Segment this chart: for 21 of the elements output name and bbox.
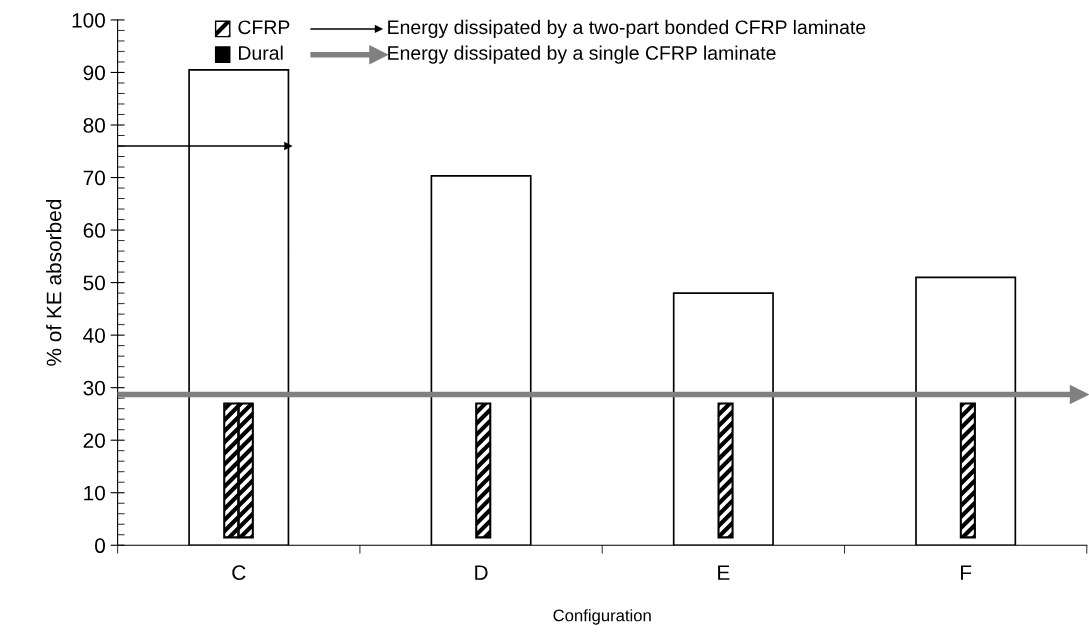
legend-label: Energy dissipated by a single CFRP laminate xyxy=(388,45,776,64)
x-axis-title: Configuration xyxy=(553,609,651,625)
y-tick-label: 10 xyxy=(84,485,105,501)
y-tick-label: 60 xyxy=(83,223,105,238)
y-tick-label: 20 xyxy=(83,433,105,448)
annotation: CFRP xyxy=(238,20,290,35)
x-tick-label: E xyxy=(718,565,730,580)
y-tick-label: 50 xyxy=(83,275,105,291)
y-tick-label: 100 xyxy=(72,12,105,28)
y-tick-label: 90 xyxy=(83,65,105,81)
x-tick-label: D xyxy=(475,565,488,580)
x-tick-label: C xyxy=(232,565,246,581)
y-tick-label: 70 xyxy=(83,170,105,186)
y-axis-title: % of KE absorbed xyxy=(46,199,62,366)
x-tick-label: F xyxy=(961,565,972,580)
y-tick-label: 40 xyxy=(83,328,105,343)
legend-label: Energy dissipated by a two-part bonded CFRP laminate xyxy=(388,19,866,38)
annotation: Dural xyxy=(239,45,283,60)
y-tick-label: 80 xyxy=(83,118,105,133)
y-tick-label: 0 xyxy=(95,538,105,554)
y-tick-label: 30 xyxy=(83,380,105,396)
